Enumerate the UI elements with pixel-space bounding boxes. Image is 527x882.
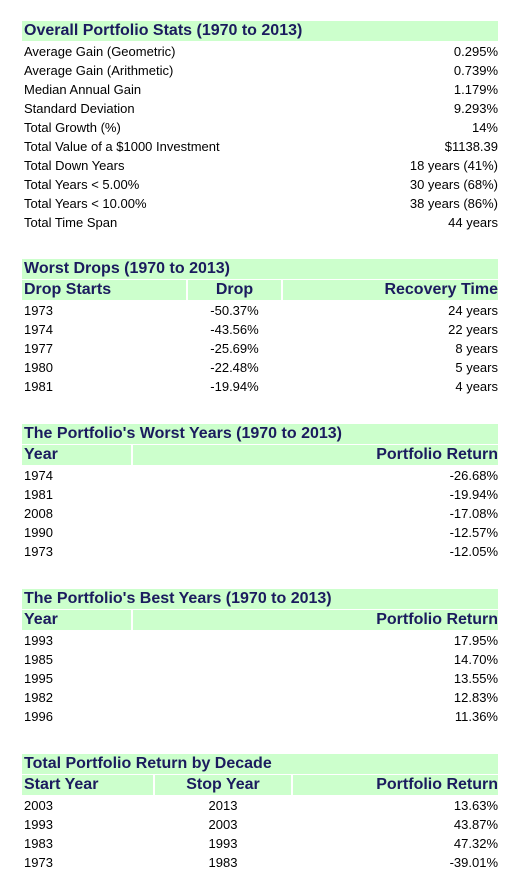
- cell: 1977: [24, 341, 53, 356]
- cell: 0.739%: [453, 63, 498, 78]
- cell: 17.95%: [453, 633, 498, 648]
- cell: -12.57%: [449, 525, 498, 540]
- cell: 1993: [208, 836, 238, 851]
- cell: Average Gain (Arithmetic): [24, 63, 174, 78]
- cell: 1980: [24, 360, 53, 375]
- cell: 18 years (41%): [409, 158, 498, 173]
- cell: 1973: [24, 855, 53, 870]
- cell: -39.01%: [449, 855, 498, 870]
- column-header: Drop: [215, 281, 254, 298]
- cell: 1981: [24, 379, 53, 394]
- cell: 1995: [24, 671, 53, 686]
- header-cell: [22, 610, 131, 630]
- section-title-bar: [22, 424, 498, 444]
- cell: Median Annual Gain: [24, 82, 142, 97]
- cell: Total Time Span: [24, 215, 118, 230]
- cell: -12.05%: [449, 544, 498, 559]
- cell: 12.83%: [453, 690, 498, 705]
- cell: 1983: [24, 836, 53, 851]
- cell: -17.08%: [449, 506, 498, 521]
- header-cell: [188, 280, 281, 300]
- cell: Total Years < 10.00%: [24, 196, 147, 211]
- section-title: Overall Portfolio Stats (1970 to 2013): [24, 22, 303, 39]
- section-title-bar: [22, 259, 498, 279]
- cell: 13.63%: [453, 798, 498, 813]
- cell: 1990: [24, 525, 53, 540]
- cell: 2008: [24, 506, 53, 521]
- section-title-bar: [22, 754, 498, 774]
- header-cell: [293, 775, 498, 795]
- section-title: Total Portfolio Return by Decade: [24, 755, 272, 772]
- cell: 38 years (86%): [409, 196, 498, 211]
- cell: 1.179%: [453, 82, 498, 97]
- cell: 2013: [208, 798, 238, 813]
- column-header: Drop Starts: [24, 281, 112, 298]
- header-cell: [22, 280, 186, 300]
- cell: 1983: [208, 855, 238, 870]
- cell: 13.55%: [453, 671, 498, 686]
- cell: -19.94%: [449, 487, 498, 502]
- cell: 47.32%: [453, 836, 498, 851]
- header-cell: [133, 445, 498, 465]
- cell: -22.48%: [210, 360, 259, 375]
- cell: 0.295%: [453, 44, 498, 59]
- cell: 43.87%: [453, 817, 498, 832]
- cell: 1982: [24, 690, 53, 705]
- column-header: Portfolio Return: [376, 446, 498, 463]
- cell: -50.37%: [210, 303, 259, 318]
- cell: 1993: [24, 817, 53, 832]
- column-header: Year: [24, 446, 58, 463]
- column-header: Recovery Time: [384, 281, 498, 298]
- cell: 14.70%: [453, 652, 498, 667]
- cell: -25.69%: [210, 341, 259, 356]
- cell: 1996: [24, 709, 53, 724]
- header-cell: [283, 280, 498, 300]
- cell: 1985: [24, 652, 53, 667]
- cell: 1981: [24, 487, 53, 502]
- section-title-bar: [22, 21, 498, 41]
- cell: 4 years: [455, 379, 498, 394]
- section-title: The Portfolio's Worst Years (1970 to 201…: [24, 425, 342, 442]
- section-title-bar: [22, 589, 498, 609]
- cell: 44 years: [448, 215, 498, 230]
- cell: 11.36%: [454, 709, 498, 724]
- column-header: Stop Year: [186, 776, 260, 793]
- cell: $1138.39: [444, 139, 498, 154]
- cell: Total Value of a $1000 Investment: [24, 139, 220, 154]
- cell: 22 years: [448, 322, 498, 337]
- cell: 8 years: [455, 341, 498, 356]
- cell: 1974: [24, 322, 53, 337]
- cell: 9.293%: [453, 101, 498, 116]
- column-header: Portfolio Return: [376, 611, 498, 628]
- cell: 5 years: [455, 360, 498, 375]
- cell: -26.68%: [449, 468, 498, 483]
- cell: Total Growth (%): [24, 120, 121, 135]
- column-header: Year: [24, 611, 58, 628]
- cell: 1993: [24, 633, 53, 648]
- column-header: Start Year: [24, 776, 99, 793]
- cell: 1973: [24, 303, 53, 318]
- section-title: The Portfolio's Best Years (1970 to 2013…: [24, 590, 332, 607]
- header-cell: [133, 610, 498, 630]
- section-title: Worst Drops (1970 to 2013): [24, 260, 230, 277]
- cell: 1974: [24, 468, 53, 483]
- header-cell: [22, 445, 131, 465]
- cell: 1973: [24, 544, 53, 559]
- cell: Total Down Years: [24, 158, 125, 173]
- cell: 14%: [471, 120, 498, 135]
- header-cell: [22, 775, 153, 795]
- cell: 2003: [208, 817, 238, 832]
- cell: 30 years (68%): [409, 177, 498, 192]
- cell: Average Gain (Geometric): [24, 44, 176, 59]
- column-header: Portfolio Return: [376, 776, 498, 793]
- cell: 2003: [24, 798, 53, 813]
- cell: 24 years: [448, 303, 498, 318]
- cell: Standard Deviation: [24, 101, 135, 116]
- cell: -43.56%: [210, 322, 259, 337]
- cell: -19.94%: [210, 379, 259, 394]
- cell: Total Years < 5.00%: [24, 177, 140, 192]
- header-cell: [155, 775, 291, 795]
